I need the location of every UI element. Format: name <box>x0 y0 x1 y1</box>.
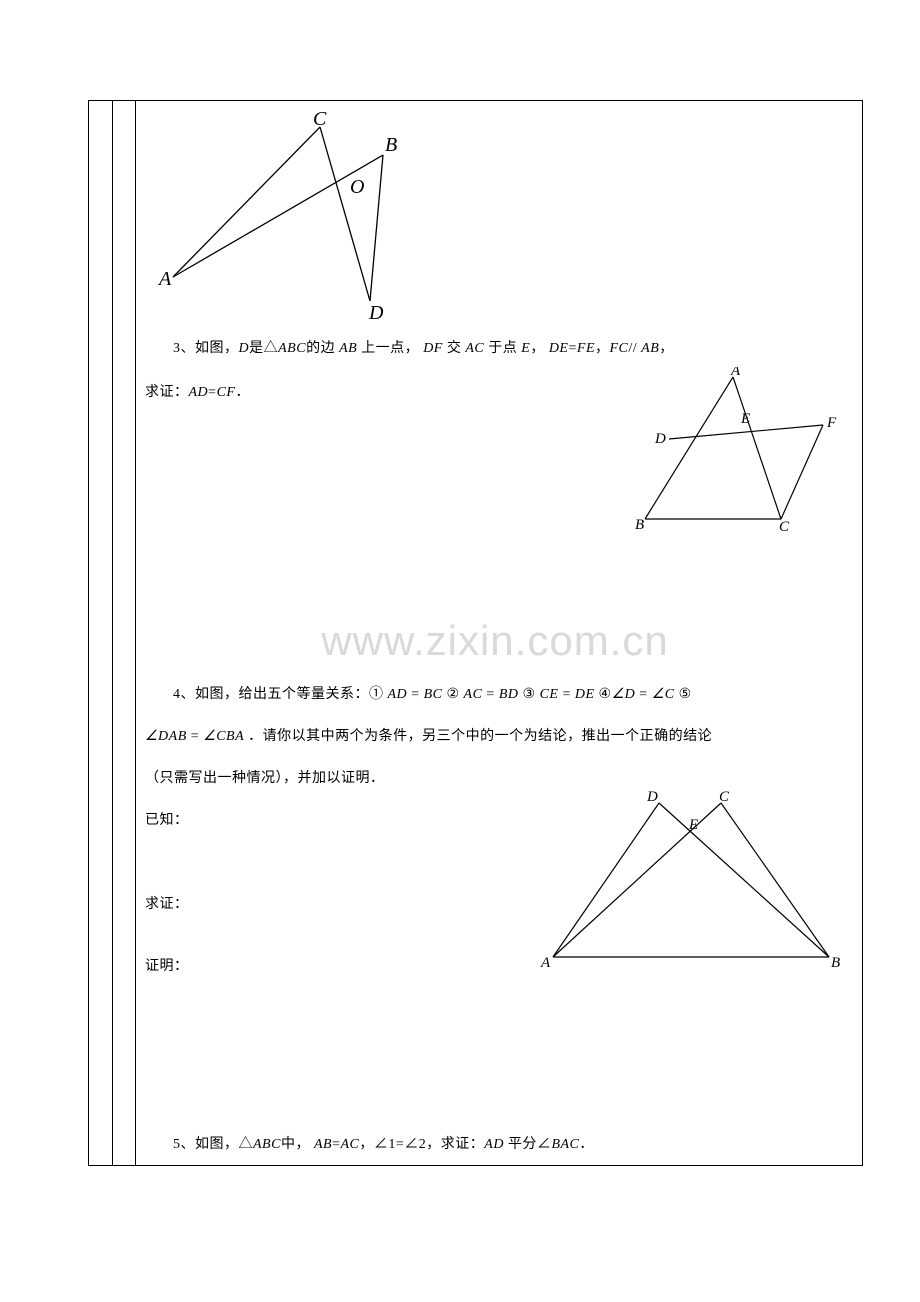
q4-e1r: BC <box>424 687 443 702</box>
q5-bac: BAC <box>551 1137 579 1152</box>
f2-c: C <box>779 519 790 535</box>
q4-t2: ② <box>442 687 463 702</box>
q3-AB: AB <box>339 341 357 356</box>
q3-t4: 上一点， <box>357 341 423 356</box>
q3-t2: 是△ <box>249 341 278 356</box>
q5-ac: AC <box>340 1137 359 1152</box>
q3-FC: FC <box>610 341 629 356</box>
q5-t2: 中， <box>281 1137 314 1152</box>
label-c: C <box>313 109 327 130</box>
q4-e2l: AC <box>464 687 483 702</box>
q4-t1: 4、如图，给出五个等量关系：① <box>173 687 388 702</box>
q3-AD: AD <box>189 385 209 400</box>
q4-e1l: AD <box>388 687 408 702</box>
q4-e4l: ∠D <box>612 687 636 702</box>
q3-DF: DF <box>423 341 443 356</box>
q3-ABC: ABC <box>278 341 306 356</box>
q4-t4: ④ <box>595 687 612 702</box>
q3-t10: 求证： <box>145 385 189 400</box>
q5-t1: 5、如图，△ <box>173 1137 253 1152</box>
q3-FE: FE <box>577 341 595 356</box>
f3-c: C <box>719 789 730 805</box>
q3-line2: 求证：AD=CF． <box>145 375 250 411</box>
q3-t6: 于点 <box>484 341 521 356</box>
q5-ab: AB <box>314 1137 332 1152</box>
q3-DE: DE <box>549 341 569 356</box>
q4-dab: ∠DAB <box>145 729 187 744</box>
q4-cba: ∠CBA <box>203 729 244 744</box>
q5-line: 5、如图，△ABC中， AB=AC，∠1=∠2，求证：AD 平分∠BAC． <box>145 1127 857 1163</box>
figure-2: A B C D E F <box>623 367 848 537</box>
q4-e4r: ∠C <box>652 687 675 702</box>
f3-a: A <box>540 955 551 971</box>
q4-line2: ∠DAB = ∠CBA ．请你以其中两个为条件，另三个中的一个为结论，推出一个正… <box>145 719 865 755</box>
q4-line1: 4、如图，给出五个等量关系：① AD = BC ② AC = BD ③ CE =… <box>145 677 865 713</box>
label-d: D <box>368 302 384 324</box>
q3-t7: ， <box>530 341 549 356</box>
q4-line3: （只需写出一种情况），并加以证明． <box>145 761 385 797</box>
q4-t6: ．请你以其中两个为条件，另三个中的一个为结论，推出一个正确的结论 <box>244 729 712 744</box>
label-b: B <box>385 134 397 156</box>
q5-t5: ． <box>579 1137 594 1152</box>
watermark: www.zixin.com.cn <box>321 617 668 665</box>
q4-e2r: BD <box>499 687 519 702</box>
f3-d: D <box>646 789 658 805</box>
label-o: O <box>350 176 364 198</box>
q3-t1: 3、如图， <box>173 341 239 356</box>
q4-proof: 证明： <box>145 949 189 985</box>
f2-e: E <box>740 411 750 427</box>
f2-f: F <box>826 415 837 431</box>
q4-e3l: CE <box>540 687 559 702</box>
q3-CF: CF <box>217 385 236 400</box>
q4-t5: ⑤ <box>675 687 692 702</box>
f3-e: E <box>688 817 698 833</box>
page-frame: A C B D O 3、如图，D是△ABC的边 AB 上一点， DF 交 AC … <box>88 100 863 1166</box>
q4-t3: ③ <box>519 687 540 702</box>
q4-known: 已知： <box>145 803 189 839</box>
q3-t9: ， <box>659 341 674 356</box>
q4-prove: 求证： <box>145 887 189 923</box>
q5-t4: 平分∠ <box>504 1137 552 1152</box>
f2-b: B <box>635 517 644 533</box>
label-a: A <box>157 268 172 290</box>
q3-t5: 交 <box>443 341 466 356</box>
q3-t3: 的边 <box>306 341 339 356</box>
f2-a: A <box>730 367 741 379</box>
q3-AC: AC <box>465 341 484 356</box>
q5-ad: AD <box>484 1137 504 1152</box>
f2-d: D <box>654 431 666 447</box>
q5-t3: ，∠1=∠2，求证： <box>359 1137 484 1152</box>
q3-D: D <box>239 341 250 356</box>
q5-abc: ABC <box>253 1137 281 1152</box>
q3-line1: 3、如图，D是△ABC的边 AB 上一点， DF 交 AC 于点 E， DE=F… <box>145 331 857 367</box>
margin-col-1 <box>89 101 113 1165</box>
q3-t8: ， <box>595 341 610 356</box>
q4-e3r: DE <box>575 687 595 702</box>
q3-t11: ． <box>235 385 250 400</box>
figure-3: A B D C E <box>539 789 849 974</box>
figure-1: A C B D O <box>155 109 445 329</box>
q3-E: E <box>521 341 530 356</box>
margin-col-2 <box>112 101 136 1165</box>
f3-b: B <box>831 955 840 971</box>
q3-AB2: AB <box>641 341 659 356</box>
